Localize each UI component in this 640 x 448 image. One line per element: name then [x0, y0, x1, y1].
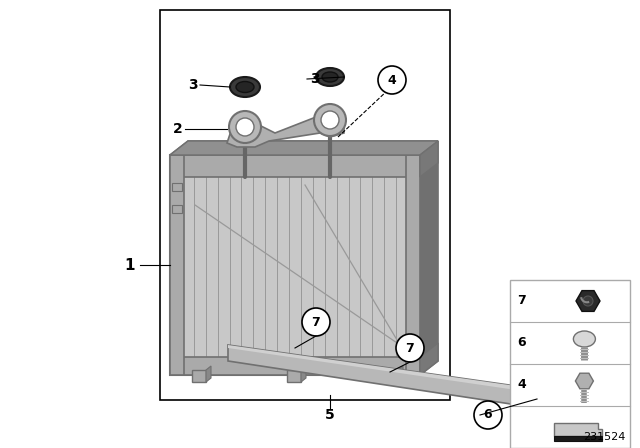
- Bar: [172, 183, 182, 191]
- Bar: [384, 370, 398, 382]
- Text: 231524: 231524: [582, 432, 625, 442]
- Circle shape: [229, 111, 261, 143]
- Polygon shape: [420, 343, 438, 375]
- Bar: [406, 155, 420, 375]
- Text: 2: 2: [173, 122, 183, 136]
- Polygon shape: [227, 113, 344, 147]
- Circle shape: [474, 401, 502, 429]
- Ellipse shape: [230, 77, 260, 97]
- Text: 4: 4: [518, 379, 526, 392]
- Circle shape: [314, 104, 346, 136]
- Bar: [170, 155, 184, 375]
- Polygon shape: [554, 423, 602, 436]
- Polygon shape: [170, 141, 438, 155]
- Polygon shape: [420, 141, 438, 375]
- Ellipse shape: [322, 72, 338, 82]
- Circle shape: [236, 118, 254, 136]
- Bar: [172, 205, 182, 213]
- Bar: [554, 436, 602, 441]
- Circle shape: [533, 394, 541, 402]
- Bar: [160, 10, 450, 400]
- Polygon shape: [228, 345, 530, 392]
- Text: 1: 1: [125, 258, 135, 272]
- Text: 3: 3: [310, 72, 319, 86]
- Bar: [170, 357, 420, 375]
- Text: 6: 6: [484, 409, 492, 422]
- Bar: [287, 370, 301, 382]
- Polygon shape: [524, 384, 546, 409]
- Ellipse shape: [316, 68, 344, 86]
- Bar: [510, 280, 630, 448]
- Polygon shape: [420, 141, 438, 177]
- Bar: [170, 155, 420, 375]
- Text: 4: 4: [388, 73, 396, 86]
- Polygon shape: [228, 345, 530, 406]
- Polygon shape: [170, 141, 438, 155]
- Polygon shape: [301, 366, 306, 382]
- Polygon shape: [398, 366, 403, 382]
- Text: 7: 7: [312, 315, 321, 328]
- Text: 7: 7: [406, 341, 414, 354]
- Bar: [170, 155, 420, 177]
- Text: 7: 7: [518, 294, 526, 307]
- Bar: [192, 370, 206, 382]
- Polygon shape: [206, 366, 211, 382]
- Text: 6: 6: [518, 336, 526, 349]
- Circle shape: [583, 296, 593, 306]
- Text: 5: 5: [325, 408, 335, 422]
- Circle shape: [302, 308, 330, 336]
- Circle shape: [321, 111, 339, 129]
- Text: 3: 3: [188, 78, 198, 92]
- Circle shape: [396, 334, 424, 362]
- Circle shape: [378, 66, 406, 94]
- Ellipse shape: [573, 331, 595, 347]
- Ellipse shape: [236, 82, 254, 92]
